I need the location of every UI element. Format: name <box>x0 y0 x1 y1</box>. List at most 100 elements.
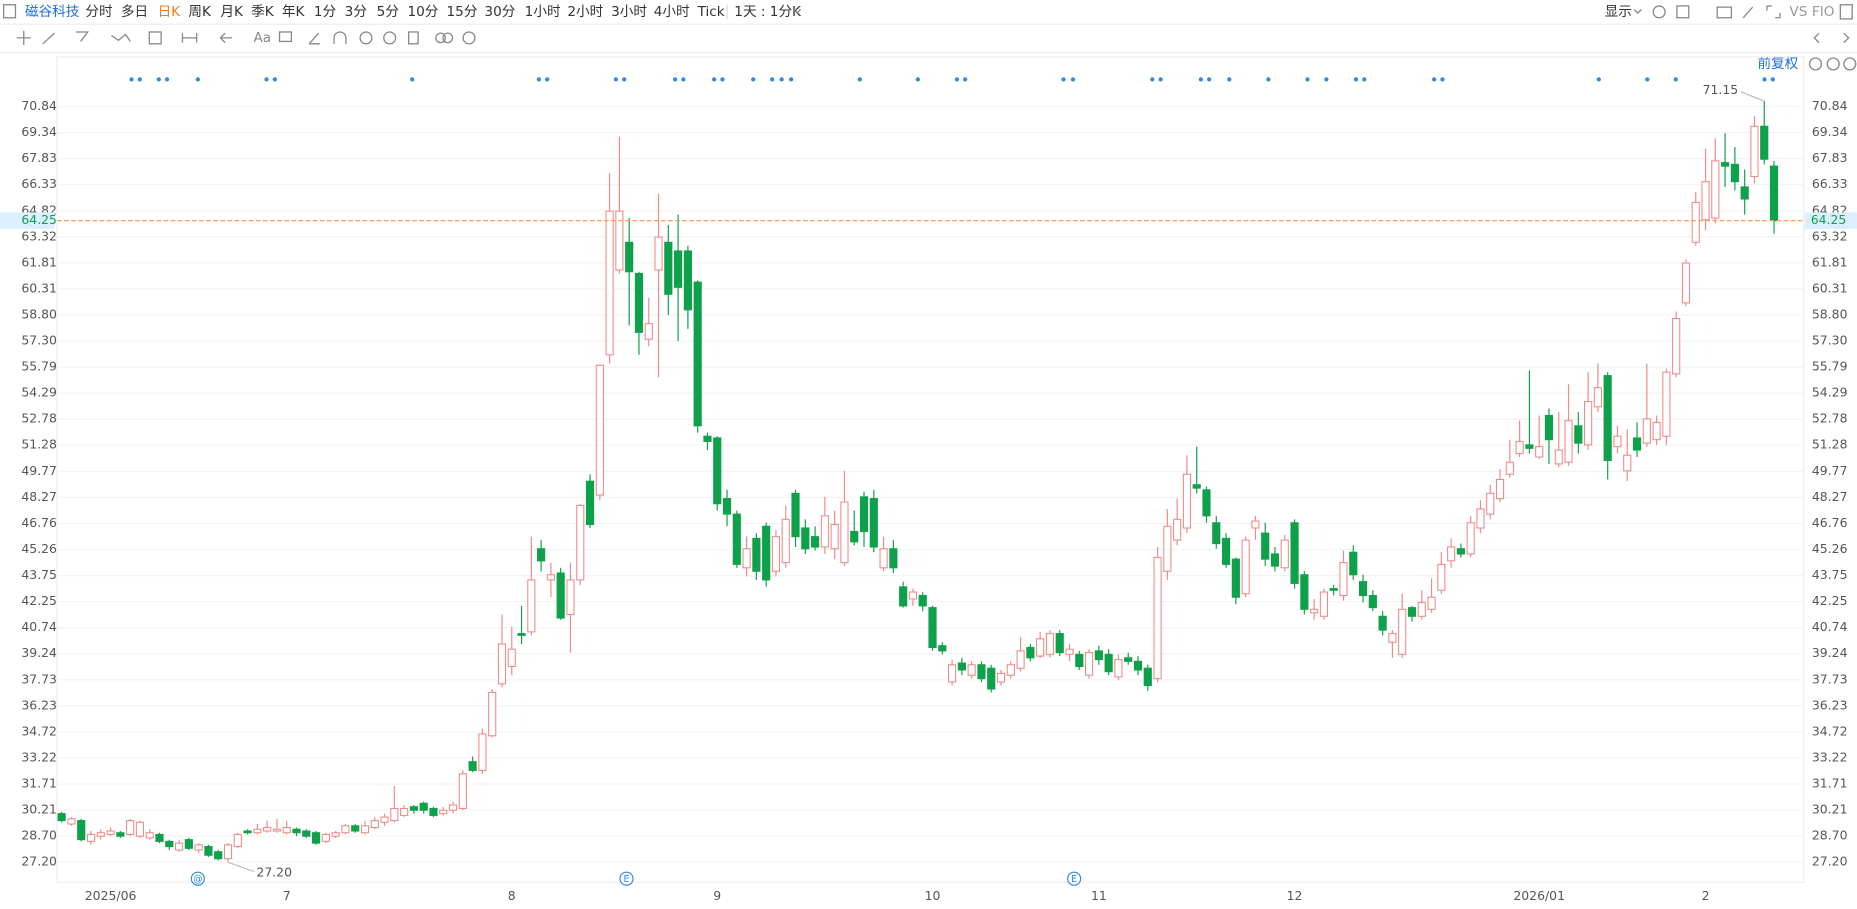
event-dot[interactable] <box>1432 77 1437 82</box>
event-dot[interactable] <box>164 77 170 82</box>
period-tab[interactable]: 1小时 <box>525 4 561 20</box>
layout-icon[interactable] <box>1676 5 1690 19</box>
period-tab[interactable]: 月K <box>220 4 244 20</box>
event-dot[interactable] <box>1150 77 1155 82</box>
magnet-tool[interactable] <box>333 31 347 44</box>
period-tab[interactable]: 日K <box>158 4 182 20</box>
settings-tool[interactable] <box>462 31 476 45</box>
event-dot[interactable] <box>857 77 862 82</box>
reset-icon[interactable] <box>1808 57 1823 71</box>
event-dot[interactable] <box>1440 77 1445 82</box>
delete-tool[interactable] <box>407 31 419 45</box>
text-tool[interactable]: Aa <box>253 30 271 46</box>
zoom-in-icon[interactable] <box>1843 57 1857 71</box>
note-tool[interactable] <box>278 31 293 43</box>
settings-icon[interactable] <box>1652 5 1666 19</box>
event-dot[interactable] <box>751 77 756 82</box>
event-dot[interactable] <box>137 77 142 82</box>
period-tab[interactable]: 2小时 <box>567 4 603 20</box>
event-dot[interactable] <box>681 77 686 82</box>
measure-tool[interactable] <box>181 33 198 43</box>
event-dot[interactable] <box>1198 77 1203 82</box>
undo-icon[interactable] <box>1813 32 1820 44</box>
event-dot[interactable] <box>963 77 968 82</box>
period-tab[interactable]: 30分 <box>484 4 515 20</box>
event-dot[interactable] <box>156 77 161 82</box>
event-dot[interactable] <box>1227 77 1232 82</box>
event-dot[interactable] <box>789 77 794 82</box>
candle-body <box>243 830 252 834</box>
event-dot[interactable] <box>195 77 200 82</box>
arrow-tool[interactable] <box>219 32 233 44</box>
fio-button[interactable]: FIO <box>1812 4 1835 20</box>
event-dot[interactable] <box>1673 77 1678 82</box>
period-tab[interactable]: 1分 <box>314 4 337 20</box>
period-tab[interactable]: 1天 : 1分K <box>734 4 802 20</box>
period-tab[interactable]: 周K <box>188 4 212 20</box>
move-tool[interactable] <box>16 30 31 46</box>
event-dot[interactable] <box>1645 77 1650 82</box>
event-dot[interactable] <box>1061 77 1066 82</box>
line-tool[interactable] <box>42 32 55 45</box>
event-dot[interactable] <box>129 77 134 82</box>
event-dot[interactable] <box>410 77 415 82</box>
event-dot[interactable] <box>622 77 627 82</box>
period-tab[interactable]: 4小时 <box>654 4 690 20</box>
event-dot[interactable] <box>779 77 784 82</box>
event-dot[interactable] <box>536 77 542 82</box>
panel-icon[interactable] <box>2 4 17 19</box>
period-tab[interactable]: 3小时 <box>611 4 647 20</box>
event-dot[interactable] <box>1353 77 1359 82</box>
event-dot[interactable] <box>1070 77 1076 82</box>
compare-tool[interactable] <box>435 32 446 44</box>
angle-tool[interactable] <box>308 32 320 45</box>
pen-icon[interactable] <box>1742 6 1754 19</box>
period-tab[interactable]: 10分 <box>407 4 438 20</box>
period-tab[interactable]: 季K <box>251 4 275 20</box>
event-dot[interactable] <box>954 77 960 82</box>
event-dot[interactable] <box>770 77 775 82</box>
stock-name[interactable]: 磁谷科技 <box>25 4 80 20</box>
adjust-button[interactable]: 前复权 <box>1757 55 1798 72</box>
period-tab[interactable]: 5分 <box>377 4 400 20</box>
fib-tool[interactable] <box>148 31 162 45</box>
wave-tool[interactable] <box>111 33 131 42</box>
period-tab[interactable]: 年K <box>282 4 306 20</box>
event-marker[interactable] <box>619 871 634 886</box>
event-dot[interactable] <box>1362 77 1367 82</box>
side-panel-icon[interactable] <box>1839 4 1853 20</box>
event-dot[interactable] <box>720 77 725 82</box>
fullscreen-icon[interactable] <box>1766 5 1781 19</box>
redo-icon[interactable] <box>1843 32 1850 44</box>
period-tab[interactable]: Tick <box>697 4 725 20</box>
event-dot[interactable] <box>272 77 277 82</box>
event-dot[interactable] <box>545 77 550 82</box>
event-dot[interactable] <box>672 77 678 82</box>
event-dot[interactable] <box>1305 77 1310 82</box>
event-dot[interactable] <box>915 77 920 82</box>
event-dot[interactable] <box>1324 77 1329 82</box>
event-dot[interactable] <box>1158 77 1163 82</box>
event-dot[interactable] <box>1770 77 1775 82</box>
event-dot[interactable] <box>1266 77 1271 82</box>
period-tab[interactable]: 分时 <box>85 4 113 20</box>
channel-tool[interactable] <box>75 31 90 42</box>
event-marker[interactable] <box>1067 871 1082 886</box>
period-tab[interactable]: 15分 <box>447 4 478 20</box>
vs-button[interactable]: VS <box>1789 4 1807 20</box>
lock-tool[interactable] <box>383 31 397 45</box>
event-dot[interactable] <box>1207 77 1212 82</box>
event-dot[interactable] <box>1596 77 1601 82</box>
candle-body <box>360 825 370 834</box>
camera-icon[interactable] <box>1716 6 1733 19</box>
period-tab[interactable]: 多日 <box>121 3 148 20</box>
zoom-out-icon[interactable] <box>1826 57 1840 71</box>
event-marker[interactable] <box>190 871 205 886</box>
event-dot[interactable] <box>264 77 269 82</box>
eye-tool[interactable] <box>359 31 373 45</box>
event-dot[interactable] <box>1762 77 1767 82</box>
period-tab[interactable]: 3分 <box>345 4 368 20</box>
event-dot[interactable] <box>712 77 717 82</box>
event-dot[interactable] <box>613 77 618 82</box>
display-menu[interactable]: 显示 <box>1605 4 1632 20</box>
